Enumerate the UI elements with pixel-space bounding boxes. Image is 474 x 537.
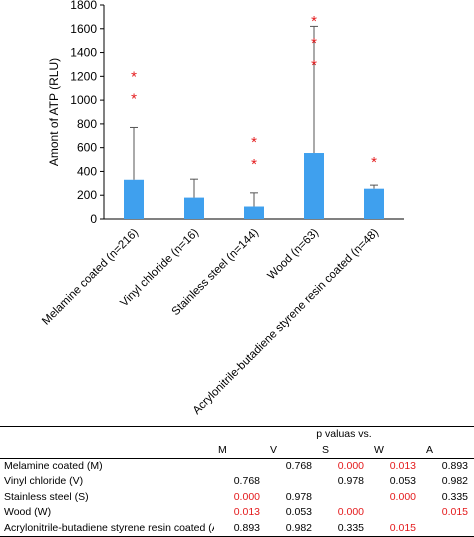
column-header: V <box>266 442 318 459</box>
y-tick-label: 400 <box>77 164 97 178</box>
bar <box>244 206 264 219</box>
p-value-cell: 0.013 <box>233 506 260 519</box>
p-value-cell: 0.000 <box>389 490 416 503</box>
column-header: A <box>422 442 474 459</box>
significance-marker: * * <box>251 134 257 173</box>
p-value-table: p valuas vs. M V S W A Melamine coated (… <box>0 426 474 537</box>
p-value-cell: 0.768 <box>233 475 260 488</box>
bar <box>364 188 384 219</box>
p-value-cell <box>266 474 318 489</box>
row-label: Wood (W) <box>4 506 52 519</box>
y-tick-label: 1400 <box>70 46 97 60</box>
bar <box>184 197 204 219</box>
y-tick-label: 1200 <box>70 69 97 83</box>
p-value-cell: 0.893 <box>214 520 266 537</box>
p-values-header: p valuas vs. <box>214 426 474 443</box>
p-value-cell: 0.982 <box>266 520 318 537</box>
p-value-cell: 0.015 <box>370 520 422 537</box>
p-value-cell: 0.335 <box>441 490 469 503</box>
row-label: Melamine coated (M) <box>4 459 103 472</box>
row-label: Acrylonitrile-butadiene styrene resin co… <box>0 520 214 537</box>
p-value-cell: 0.000 <box>337 506 364 519</box>
y-tick-label: 1600 <box>70 22 97 36</box>
y-tick-label: 1800 <box>70 0 97 12</box>
y-tick-label: 200 <box>77 188 97 202</box>
p-value-cell: 0.982 <box>441 475 469 488</box>
table-row: Stainless steel (S) 0.000 0.978 0.000 0.335 <box>0 490 474 505</box>
p-value-cell: 0.053 <box>285 506 312 519</box>
table-row: Acrylonitrile-butadiene styrene resin co… <box>0 520 474 537</box>
category-label: Wood (n=63) <box>266 227 322 283</box>
p-value-cell: 0.978 <box>285 490 312 503</box>
column-header: S <box>318 442 370 459</box>
p-value-cell: 0.000 <box>337 459 364 472</box>
p-value-cell: 0.000 <box>233 490 260 503</box>
bar <box>304 153 324 219</box>
column-header: W <box>370 442 422 459</box>
p-value-cell <box>318 490 370 505</box>
p-value-cell: 0.013 <box>389 459 416 472</box>
table-header-row: p valuas vs. <box>0 426 474 443</box>
y-tick-label: 1000 <box>70 93 97 107</box>
significance-marker: * * <box>131 68 137 107</box>
p-value-cell: 0.335 <box>318 520 370 537</box>
table-row: Melamine coated (M) 0.768 0.000 0.013 0.893 <box>0 458 474 474</box>
table-column-header-row: M V S W A <box>0 442 474 459</box>
p-value-cell: 0.978 <box>337 475 364 488</box>
p-value-cell: 0.893 <box>441 459 469 472</box>
column-header: M <box>214 442 266 459</box>
y-axis-label: Amont of ATP (RLU) <box>47 58 61 166</box>
p-value-cell <box>422 520 474 537</box>
p-value-cell <box>214 458 266 474</box>
category-label: Melamine coated (n=216) <box>40 227 141 328</box>
table-row: Vinyl chloride (V) 0.768 0.978 0.053 0.982 <box>0 474 474 489</box>
significance-marker: * <box>371 154 377 171</box>
p-value-cell: 0.053 <box>389 475 416 488</box>
significance-marker: * * * <box>311 13 317 74</box>
row-label: Vinyl chloride (V) <box>4 475 84 488</box>
table-row: Wood (W) 0.013 0.053 0.000 0.015 <box>0 505 474 520</box>
p-value-cell: 0.015 <box>441 506 469 519</box>
y-tick-label: 600 <box>77 141 97 155</box>
p-value-cell: 0.768 <box>285 459 312 472</box>
y-tick-label: 0 <box>90 212 97 226</box>
bar <box>124 179 144 219</box>
y-tick-label: 800 <box>77 117 97 131</box>
atp-bar-chart: 0 200 400 600 800 1000 1200 1400 1600 1800 Amont o… <box>40 0 404 417</box>
row-label: Stainless steel (S) <box>4 490 89 503</box>
p-value-cell <box>370 505 422 520</box>
